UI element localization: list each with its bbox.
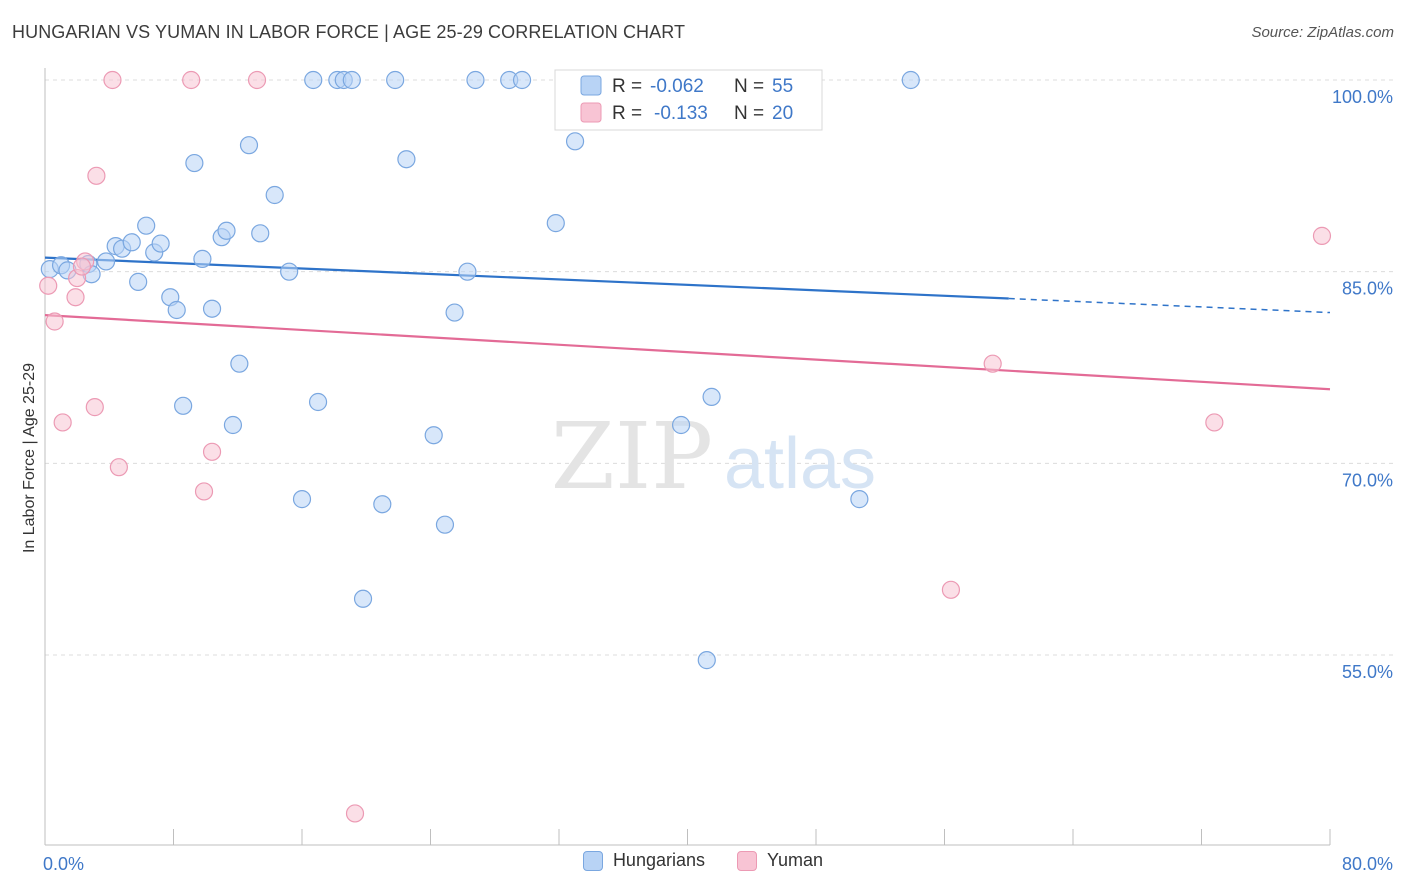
point-hungarians <box>193 249 212 268</box>
y-tick-label: 55.0% <box>1342 662 1393 682</box>
point-hungarians <box>697 651 716 670</box>
trend-line-yuman <box>44 314 1331 391</box>
point-yuman <box>85 398 104 417</box>
point-hungarians <box>292 490 312 509</box>
legend-swatch-yuman <box>580 102 602 123</box>
y-tick-label: 70.0% <box>1342 470 1393 490</box>
point-hungarians <box>304 70 323 90</box>
legend-n-label-yuman: N = <box>734 103 764 124</box>
point-hungarians <box>251 224 270 243</box>
legend-n-value-hungarians: 55 <box>772 76 793 97</box>
points-layer <box>39 70 1332 823</box>
legend-r-label-yuman: R = <box>612 103 642 124</box>
point-yuman <box>182 70 201 90</box>
point-yuman <box>1205 413 1224 432</box>
point-yuman <box>983 354 1002 373</box>
point-hungarians <box>397 150 416 169</box>
point-yuman <box>103 70 122 90</box>
point-yuman <box>87 166 106 185</box>
point-hungarians <box>239 136 259 155</box>
watermark-zip: ZIP <box>551 403 713 510</box>
point-hungarians <box>185 153 204 173</box>
chart-title: HUNGARIAN VS YUMAN IN LABOR FORCE | AGE … <box>12 22 686 42</box>
point-hungarians <box>901 70 920 90</box>
legend-swatch-pink <box>737 850 757 871</box>
point-yuman <box>66 288 85 307</box>
point-hungarians <box>137 216 156 235</box>
point-hungarians <box>167 300 186 320</box>
source-label: Source: ZipAtlas.com <box>1251 24 1394 41</box>
point-hungarians <box>96 252 116 271</box>
point-hungarians <box>512 70 532 90</box>
point-hungarians <box>671 415 691 435</box>
point-hungarians <box>217 221 236 240</box>
point-yuman <box>53 413 72 432</box>
watermark-atlas: atlas <box>724 424 876 504</box>
point-yuman <box>194 482 214 501</box>
x-tick-label: 0.0% <box>43 854 84 874</box>
legend-label-yuman: Yuman <box>767 850 824 870</box>
point-yuman <box>1312 226 1332 245</box>
x-tick-label: 80.0% <box>1342 854 1393 874</box>
point-hungarians <box>151 234 170 253</box>
y-tick-label: 85.0% <box>1342 279 1393 299</box>
point-hungarians <box>342 70 361 90</box>
point-hungarians <box>435 515 455 534</box>
point-yuman <box>941 580 961 599</box>
point-hungarians <box>174 396 193 415</box>
point-hungarians <box>373 495 392 514</box>
stats-legend: R = -0.062 N = 55 R = -0.133 N = 20 <box>554 69 823 131</box>
point-hungarians <box>458 262 477 281</box>
legend-label-hungarians: Hungarians <box>612 850 705 870</box>
point-yuman <box>202 442 222 461</box>
point-yuman <box>39 276 58 295</box>
trend-line-hungarians <box>44 256 1009 300</box>
point-yuman <box>72 257 92 276</box>
legend-item-hungarians: Hungarians <box>582 850 705 871</box>
axes-layer: 55.0% 70.0% 85.0% 100.0% 0.0% 80.0% <box>43 68 1393 874</box>
point-hungarians <box>230 354 249 373</box>
point-yuman <box>247 70 267 90</box>
legend-n-value-yuman: 20 <box>772 103 793 124</box>
point-yuman <box>109 458 128 477</box>
point-hungarians <box>223 415 243 435</box>
point-yuman <box>345 804 365 823</box>
y-tick-label: 100.0% <box>1332 87 1393 107</box>
point-hungarians <box>445 303 464 322</box>
trend-line-hungarians <box>1008 297 1331 314</box>
point-hungarians <box>129 272 148 291</box>
legend-item-yuman: Yuman <box>737 850 823 871</box>
point-hungarians <box>565 132 585 151</box>
point-hungarians <box>265 185 284 205</box>
point-hungarians <box>202 299 222 318</box>
point-hungarians <box>702 387 721 406</box>
point-hungarians <box>353 589 373 608</box>
series-legend: Hungarians Yuman <box>0 850 1406 871</box>
point-hungarians <box>424 426 443 445</box>
point-hungarians <box>308 392 328 412</box>
legend-swatch-blue <box>582 850 603 871</box>
point-hungarians <box>280 262 299 281</box>
legend-r-value-hungarians: -0.062 <box>650 76 704 97</box>
point-hungarians <box>386 70 405 90</box>
point-yuman <box>45 312 64 331</box>
point-hungarians <box>122 233 141 252</box>
point-hungarians <box>546 214 565 233</box>
point-hungarians <box>466 70 485 90</box>
legend-r-value-yuman: -0.133 <box>654 103 708 124</box>
point-hungarians <box>850 490 869 509</box>
legend-n-label-hungarians: N = <box>734 76 764 97</box>
legend-swatch-hungarians <box>580 75 602 96</box>
watermark: ZIP atlas <box>551 403 876 510</box>
legend-r-label-hungarians: R = <box>612 76 642 97</box>
